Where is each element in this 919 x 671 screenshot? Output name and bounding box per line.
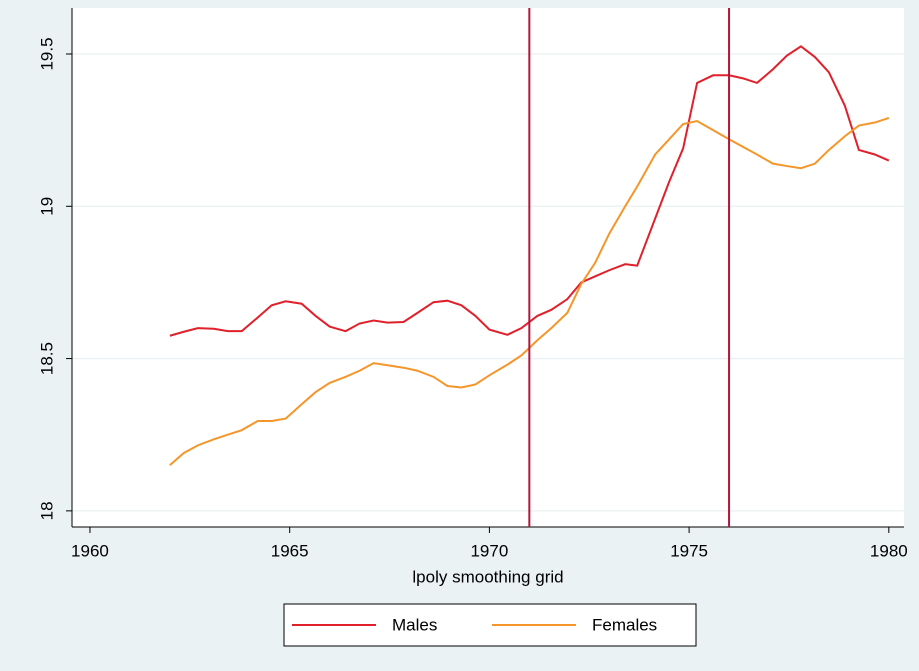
y-tick-label: 19.5 — [37, 37, 56, 70]
y-tick-label: 18.5 — [37, 342, 56, 375]
x-tick-label: 1970 — [470, 541, 508, 560]
x-tick-label: 1960 — [71, 541, 109, 560]
plot-area — [72, 8, 904, 527]
x-tick-label: 1980 — [870, 541, 908, 560]
legend-label: Females — [592, 615, 657, 634]
legend-label: Males — [392, 615, 437, 634]
y-tick-label: 18 — [37, 501, 56, 520]
x-tick-label: 1975 — [670, 541, 708, 560]
y-tick-label: 19 — [37, 197, 56, 216]
x-tick-label: 1965 — [271, 541, 309, 560]
x-axis-label: lpoly smoothing grid — [412, 567, 563, 586]
